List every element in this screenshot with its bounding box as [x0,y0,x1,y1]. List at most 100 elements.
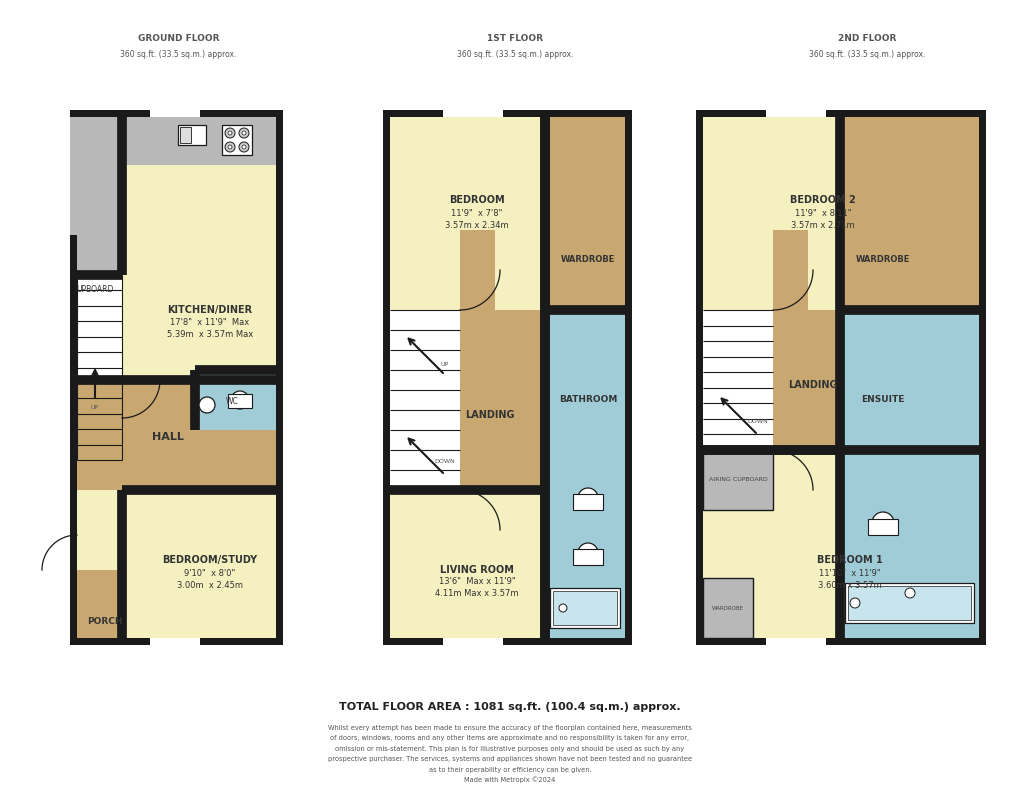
Bar [389,310,544,638]
Text: LIVING ROOM: LIVING ROOM [439,565,514,575]
Text: 3.57m x 2.71m: 3.57m x 2.71m [791,221,854,230]
Text: 11'9"  x 8'11": 11'9" x 8'11" [794,209,851,218]
Text: BEDROOM: BEDROOM [448,195,504,205]
Text: ENSUITE: ENSUITE [860,395,904,405]
Bar [702,450,772,510]
Text: BEDROOM/STUDY: BEDROOM/STUDY [162,555,258,565]
Text: Whilst every attempt has been made to ensure the accuracy of the floorplan conta: Whilst every attempt has been made to en… [328,725,691,731]
Bar [179,127,191,143]
Text: omission or mis-statement. This plan is for illustrative purposes only and shoul: omission or mis-statement. This plan is … [335,746,684,752]
Circle shape [228,145,231,149]
Text: WC: WC [225,398,238,406]
Circle shape [558,604,567,612]
Text: 3.60m x 3.57m: 3.60m x 3.57m [817,581,881,590]
Text: 360 sq.ft. (33.5 sq.m.) approx.: 360 sq.ft. (33.5 sq.m.) approx. [457,50,573,59]
Polygon shape [76,570,122,638]
Bar [195,370,276,430]
Text: 1ST FLOOR: 1ST FLOOR [487,34,542,43]
Text: prospective purchaser. The services, systems and appliances shown have not been : prospective purchaser. The services, sys… [328,756,691,762]
Bar [702,310,840,450]
Bar [382,110,632,645]
Bar [765,108,825,117]
Text: 2ND FLOOR: 2ND FLOOR [837,34,896,43]
Bar [150,638,200,645]
Bar [544,117,625,310]
Bar [544,310,625,638]
Circle shape [871,512,893,534]
Circle shape [904,588,914,598]
Text: 17'8"  x 11'9"  Max: 17'8" x 11'9" Max [170,318,250,327]
Text: Made with Metropix ©2024: Made with Metropix ©2024 [464,777,555,783]
Circle shape [199,397,215,413]
Text: AIRING CUPBOARD: AIRING CUPBOARD [708,478,766,482]
Text: HALL: HALL [152,432,183,442]
Circle shape [225,142,234,152]
Bar [70,110,282,645]
Text: LANDING: LANDING [465,410,515,420]
Circle shape [849,598,859,608]
Text: DOWN: DOWN [434,459,454,465]
Text: 5.39m  x 3.57m Max: 5.39m x 3.57m Max [167,330,253,339]
Text: WARDROBE: WARDROBE [560,255,614,265]
Text: TOTAL FLOOR AREA : 1081 sq.ft. (100.4 sq.m.) approx.: TOTAL FLOOR AREA : 1081 sq.ft. (100.4 sq… [339,702,680,712]
Bar [442,638,502,645]
Text: 3.00m  x 2.45m: 3.00m x 2.45m [177,581,243,590]
Circle shape [578,488,597,508]
Text: 3.57m x 2.34m: 3.57m x 2.34m [444,221,508,230]
Circle shape [228,131,231,135]
Bar [552,591,616,625]
Bar [573,549,602,565]
Text: 4.11m Max x 3.57m: 4.11m Max x 3.57m [435,590,519,598]
Circle shape [225,128,234,138]
Bar [695,110,985,645]
Text: 11'10"  x 11'9": 11'10" x 11'9" [818,569,880,578]
Circle shape [230,391,249,409]
Bar [573,494,602,510]
Bar [867,519,897,535]
Text: UPBOARD: UPBOARD [76,286,113,294]
Text: DOWN: DOWN [747,419,767,425]
Bar [549,588,620,628]
Text: 9'10"  x 8'0": 9'10" x 8'0" [184,569,235,578]
Text: UP: UP [440,362,448,367]
Bar [840,117,978,310]
Text: 360 sq.ft. (33.5 sq.m.) approx.: 360 sq.ft. (33.5 sq.m.) approx. [808,50,924,59]
Text: WARDROBE: WARDROBE [855,255,909,265]
Text: PORCH: PORCH [88,618,122,626]
Text: WARDROBE: WARDROBE [711,606,743,610]
Text: LANDING: LANDING [788,380,837,390]
Text: 13'6"  Max x 11'9": 13'6" Max x 11'9" [438,578,515,586]
Circle shape [242,131,246,135]
Text: BEDROOM 1: BEDROOM 1 [816,555,882,565]
Text: 360 sq.ft. (33.5 sq.m.) approx.: 360 sq.ft. (33.5 sq.m.) approx. [120,50,236,59]
Bar [702,310,772,450]
Bar [389,310,460,490]
Bar [178,125,206,145]
Bar [442,108,502,117]
Text: BATHROOM: BATHROOM [558,395,616,405]
Circle shape [238,142,249,152]
Bar [70,117,125,235]
Bar [150,108,200,117]
Bar [389,310,544,490]
Text: BEDROOM 2: BEDROOM 2 [790,195,855,205]
Bar [460,230,494,490]
Bar [765,638,825,645]
Circle shape [238,128,249,138]
Text: of doors, windows, rooms and any other items are approximate and no responsibili: of doors, windows, rooms and any other i… [330,735,689,742]
Text: 11'9"  x 7'8": 11'9" x 7'8" [450,209,502,218]
Bar [844,583,973,623]
Bar [772,230,807,450]
Bar [847,586,970,620]
Text: UP: UP [91,406,99,410]
Bar [76,117,122,275]
Bar [76,275,122,460]
Bar [702,117,978,638]
Bar [840,310,978,638]
Circle shape [242,145,246,149]
Bar [228,394,252,408]
Text: as to their operability or efficiency can be given.: as to their operability or efficiency ca… [428,766,591,773]
Text: KITCHEN/DINER: KITCHEN/DINER [167,305,253,315]
Bar [389,117,625,638]
Bar [76,570,125,638]
